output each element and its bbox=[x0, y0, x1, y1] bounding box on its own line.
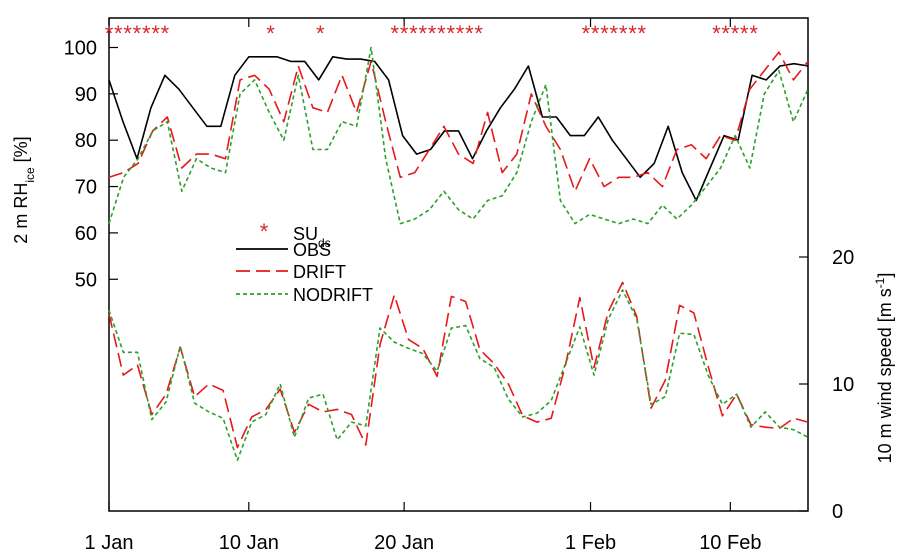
wind-drift-line bbox=[109, 282, 808, 447]
bottom-tick-label-4: 10 Feb bbox=[699, 532, 761, 554]
left-axis-label-suffix: [%] bbox=[11, 136, 31, 167]
legend-obs-label: OBS bbox=[293, 240, 331, 260]
su-marker-30: * bbox=[749, 21, 758, 46]
su-marker-3: * bbox=[133, 21, 142, 46]
su-marker-27: * bbox=[721, 21, 730, 46]
left-tick-label-60: 60 bbox=[75, 223, 97, 245]
su-marker-5: * bbox=[151, 21, 160, 46]
su-marker-8: * bbox=[316, 21, 325, 46]
su-marker-20: * bbox=[591, 21, 600, 46]
su-marker-17: * bbox=[465, 21, 474, 46]
legend: * SUds OBS DRIFT NODRIFT bbox=[236, 219, 373, 305]
legend-su-marker: * bbox=[260, 219, 269, 244]
su-marker-24: * bbox=[628, 21, 637, 46]
series-layer bbox=[109, 48, 808, 461]
su-marker-15: * bbox=[446, 21, 455, 46]
su-marker-22: * bbox=[610, 21, 619, 46]
rh-drift-line bbox=[109, 52, 808, 191]
right-tick-label-10: 10 bbox=[832, 374, 854, 396]
rh-nodrift-line bbox=[109, 48, 808, 224]
legend-drift-label: DRIFT bbox=[293, 262, 346, 282]
right-axis-label: 10 m wind speed [m s-1] bbox=[873, 273, 895, 464]
su-marker-4: * bbox=[142, 21, 151, 46]
su-marker-9: * bbox=[391, 21, 400, 46]
su-marker-13: * bbox=[428, 21, 437, 46]
su-marker-11: * bbox=[409, 21, 418, 46]
su-marker-7: * bbox=[266, 21, 275, 46]
su-marker-16: * bbox=[456, 21, 465, 46]
su-marker-25: * bbox=[638, 21, 647, 46]
legend-nodrift-label: NODRIFT bbox=[293, 285, 373, 305]
su-marker-29: * bbox=[740, 21, 749, 46]
rh-obs-line bbox=[109, 57, 808, 201]
su-marker-26: * bbox=[712, 21, 721, 46]
su-marker-23: * bbox=[619, 21, 628, 46]
su-marker-10: * bbox=[400, 21, 409, 46]
left-tick-label-100: 100 bbox=[64, 38, 97, 60]
right-axis-label-sup: -1 bbox=[873, 277, 887, 288]
su-marker-19: * bbox=[582, 21, 591, 46]
wind-nodrift-line bbox=[109, 290, 808, 460]
left-tick-label-90: 90 bbox=[75, 84, 97, 106]
su-marker-14: * bbox=[437, 21, 446, 46]
su-marker-0: * bbox=[105, 21, 114, 46]
left-axis-label: 2 m RHice [%] bbox=[11, 136, 37, 243]
su-markers: * * * * * * * * * * * * * * * * * * * * * * * * * * * * * * * bbox=[105, 21, 759, 46]
right-tick-label-20: 20 bbox=[832, 247, 854, 269]
bottom-tick-label-3: 1 Feb bbox=[565, 532, 616, 554]
bottom-tick-label-1: 10 Jan bbox=[219, 532, 279, 554]
right-axis-label-suffix: ] bbox=[875, 273, 895, 278]
left-tick-label-70: 70 bbox=[75, 177, 97, 199]
su-marker-21: * bbox=[600, 21, 609, 46]
plot-frame bbox=[109, 18, 808, 511]
bottom-tick-label-0: 1 Jan bbox=[85, 532, 134, 554]
su-marker-18: * bbox=[474, 21, 483, 46]
bottom-tick-label-2: 20 Jan bbox=[374, 532, 434, 554]
su-marker-2: * bbox=[123, 21, 132, 46]
right-tick-label-0: 0 bbox=[832, 501, 843, 523]
su-marker-6: * bbox=[161, 21, 170, 46]
left-axis-label-prefix: 2 m RH bbox=[11, 183, 31, 244]
left-axis-ticks: 50 60 70 80 90 100 bbox=[64, 38, 118, 292]
su-marker-28: * bbox=[731, 21, 740, 46]
left-axis-label-sub: ice bbox=[23, 167, 37, 183]
su-marker-12: * bbox=[418, 21, 427, 46]
left-tick-label-80: 80 bbox=[75, 130, 97, 152]
su-marker-1: * bbox=[114, 21, 123, 46]
left-tick-label-50: 50 bbox=[75, 269, 97, 291]
right-axis-label-prefix: 10 m wind speed [m s bbox=[875, 288, 895, 463]
